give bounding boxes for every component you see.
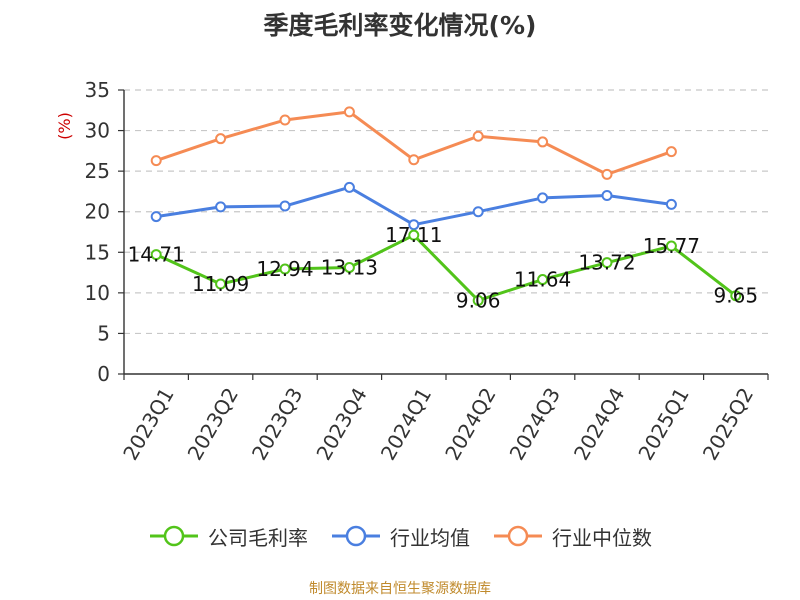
source-note: 制图数据来自恒生聚源数据库 bbox=[309, 581, 491, 597]
data-label: 15.77 bbox=[643, 234, 700, 258]
data-label: 12.94 bbox=[256, 257, 313, 281]
x-tick-label: 2023Q2 bbox=[183, 384, 243, 465]
data-point bbox=[343, 106, 355, 118]
data-point bbox=[537, 136, 549, 148]
x-tick-label: 2024Q1 bbox=[376, 384, 436, 465]
legend-label: 行业均值 bbox=[390, 525, 470, 550]
data-point bbox=[279, 263, 291, 275]
series-line bbox=[155, 185, 672, 227]
legend-label: 公司毛利率 bbox=[208, 525, 308, 550]
data-point bbox=[215, 133, 227, 145]
x-tick-label: 2024Q2 bbox=[440, 384, 500, 465]
legend-item[interactable]: 公司毛利率 bbox=[148, 522, 308, 551]
x-tick-label: 2023Q1 bbox=[118, 384, 178, 465]
data-label: 17.11 bbox=[385, 223, 442, 247]
data-point bbox=[150, 211, 162, 223]
y-tick-label: 20 bbox=[85, 200, 110, 224]
legend-item[interactable]: 行业中位数 bbox=[492, 522, 652, 551]
x-tick-label: 2024Q3 bbox=[505, 384, 565, 465]
chart-title: 季度毛利率变化情况(%) bbox=[263, 11, 537, 40]
data-point bbox=[408, 219, 420, 231]
data-point bbox=[408, 229, 420, 241]
x-tick-label: 2025Q1 bbox=[633, 384, 693, 465]
series-line bbox=[155, 233, 737, 302]
x-tick-label: 2023Q4 bbox=[311, 384, 371, 465]
data-point bbox=[150, 249, 162, 261]
data-label: 9.65 bbox=[714, 284, 759, 308]
legend-marker-icon bbox=[494, 525, 542, 547]
y-axis-label: (%) bbox=[55, 112, 74, 140]
data-point bbox=[665, 240, 677, 252]
data-point bbox=[537, 274, 549, 286]
data-point bbox=[279, 114, 291, 126]
legend: 公司毛利率 行业均值 行业中位数 bbox=[0, 518, 800, 554]
data-label: 13.72 bbox=[578, 251, 635, 275]
y-tick-label: 5 bbox=[97, 321, 110, 345]
legend-item[interactable]: 行业均值 bbox=[330, 522, 470, 551]
data-point bbox=[343, 181, 355, 193]
data-point bbox=[730, 290, 742, 302]
data-point bbox=[601, 257, 613, 269]
y-tick-label: 10 bbox=[85, 281, 110, 305]
data-label: 9.06 bbox=[456, 288, 501, 312]
data-point bbox=[601, 189, 613, 201]
data-label: 14.71 bbox=[128, 243, 185, 267]
y-tick-label: 0 bbox=[97, 362, 110, 386]
data-label: 11.64 bbox=[514, 268, 571, 292]
data-label: 11.09 bbox=[192, 272, 249, 296]
data-point bbox=[408, 154, 420, 166]
x-tick-label: 2023Q3 bbox=[247, 384, 307, 465]
data-point bbox=[279, 200, 291, 212]
data-point bbox=[665, 198, 677, 210]
y-tick-label: 25 bbox=[85, 159, 110, 183]
data-label: 13.13 bbox=[321, 255, 378, 279]
data-point bbox=[472, 294, 484, 306]
data-point bbox=[472, 130, 484, 142]
legend-marker-icon bbox=[150, 525, 198, 547]
data-point bbox=[215, 278, 227, 290]
data-point bbox=[537, 192, 549, 204]
data-point bbox=[215, 201, 227, 213]
legend-marker-icon bbox=[332, 525, 380, 547]
data-point bbox=[150, 155, 162, 167]
y-tick-label: 15 bbox=[85, 240, 110, 264]
x-tick-label: 2025Q2 bbox=[698, 384, 758, 465]
data-point bbox=[343, 261, 355, 273]
data-point bbox=[601, 168, 613, 180]
data-point bbox=[472, 206, 484, 218]
x-tick-label: 2024Q4 bbox=[569, 384, 629, 465]
legend-label: 行业中位数 bbox=[552, 525, 652, 550]
y-tick-label: 35 bbox=[85, 78, 110, 102]
data-point bbox=[665, 146, 677, 158]
y-tick-label: 30 bbox=[85, 119, 110, 143]
